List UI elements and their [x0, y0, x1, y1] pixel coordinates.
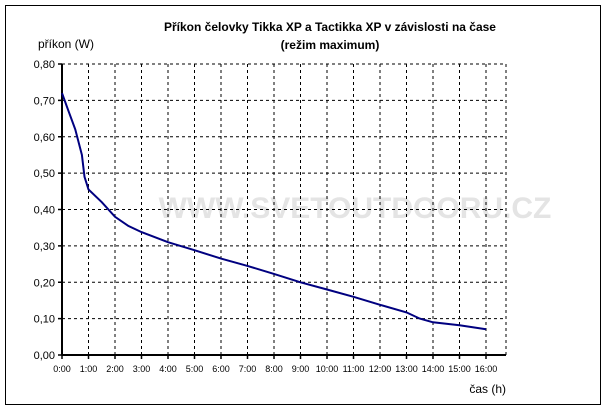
- x-tick-label: 2:00: [106, 364, 124, 374]
- chart-title: Příkon čelovky Tikka XP a Tactikka XP v …: [164, 20, 496, 34]
- watermark: WWW.SVETOUTDOORU.CZ: [159, 192, 552, 225]
- y-tick-label: 0,60: [34, 132, 55, 144]
- x-axis-label: čas (h): [469, 382, 506, 396]
- x-tick-label: 12:00: [369, 364, 392, 374]
- x-tick-label: 9:00: [292, 364, 310, 374]
- y-tick-label: 0,70: [34, 95, 55, 107]
- y-tick-label: 0,00: [34, 350, 55, 362]
- y-tick-label: 0,10: [34, 314, 55, 326]
- x-tick-label: 13:00: [395, 364, 418, 374]
- x-tick-label: 3:00: [133, 364, 151, 374]
- y-tick-label: 0,50: [34, 168, 55, 180]
- x-tick-label: 14:00: [422, 364, 445, 374]
- y-tick-label: 0,30: [34, 241, 55, 253]
- x-tick-label: 10:00: [316, 364, 339, 374]
- series-line: [61, 92, 487, 331]
- x-tick-label: 16:00: [475, 364, 498, 374]
- y-tick-label: 0,40: [34, 205, 55, 217]
- x-tick-label: 1:00: [80, 364, 98, 374]
- x-tick-label: 5:00: [186, 364, 204, 374]
- x-tick-label: 15:00: [448, 364, 471, 374]
- x-tick-label: 11:00: [343, 364, 365, 374]
- y-tick-label: 0,20: [34, 277, 55, 289]
- y-axis-label: příkon (W): [38, 37, 94, 51]
- x-tick-label: 8:00: [265, 364, 283, 374]
- x-tick-label: 6:00: [212, 364, 230, 374]
- x-tick-label: 7:00: [239, 364, 257, 374]
- y-tick-label: 0,80: [34, 59, 55, 71]
- chart-subtitle: (režim maximum): [281, 38, 380, 52]
- x-tick-label: 4:00: [159, 364, 177, 374]
- chart-frame: [5, 5, 601, 405]
- x-tick-label: 0:00: [53, 364, 71, 374]
